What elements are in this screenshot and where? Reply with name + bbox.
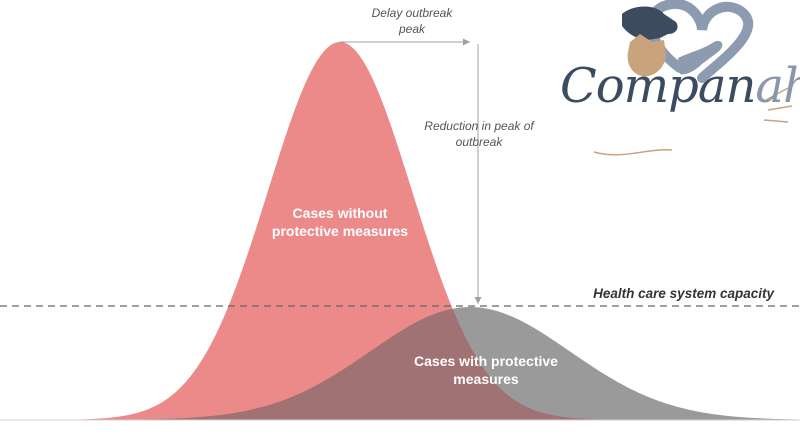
logo-wordmark-accent: ah bbox=[755, 58, 800, 114]
companah-logo: Companah bbox=[552, 0, 800, 178]
with-measures-label: Cases with protective measures bbox=[414, 353, 558, 387]
reduction-arrow bbox=[474, 44, 482, 304]
pets-heart-icon bbox=[593, 0, 793, 156]
logo-wordmark: Companah bbox=[560, 58, 800, 114]
delay-arrow bbox=[340, 38, 470, 46]
without-measures-label: Cases without protective measures bbox=[271, 205, 409, 239]
capacity-label: Health care system capacity bbox=[593, 286, 774, 301]
reduction-peak-annotation: Reduction in peak of outbreak bbox=[424, 119, 534, 149]
logo-wordmark-main: Compan bbox=[560, 58, 756, 114]
curve-without-measures bbox=[0, 42, 800, 420]
delay-peak-annotation: Delay outbreak peak bbox=[371, 6, 453, 36]
curve-overlap-area bbox=[0, 308, 800, 420]
